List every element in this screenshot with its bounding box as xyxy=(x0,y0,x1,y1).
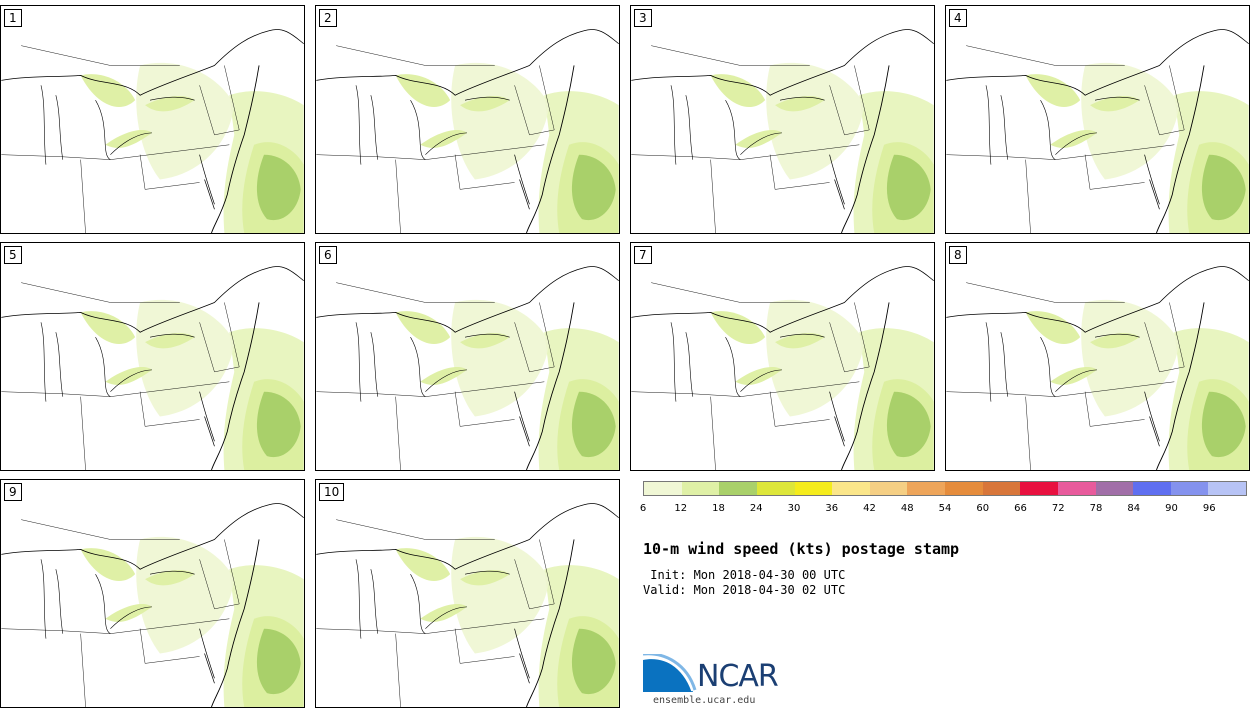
map-image xyxy=(316,503,619,707)
map-panel-2: 2 xyxy=(315,5,620,234)
color-scale-tick-label: 36 xyxy=(825,503,839,514)
panel-label: 1 xyxy=(4,9,22,27)
map-image xyxy=(316,266,619,470)
map-image xyxy=(1,266,304,470)
panel-label: 3 xyxy=(634,9,652,27)
color-swatch xyxy=(1170,482,1209,495)
color-swatch xyxy=(907,482,945,495)
color-scale-tick-label: 90 xyxy=(1165,503,1178,514)
map-image xyxy=(946,29,1249,233)
color-scale-ticks: 6 12 18 24 30 36 42 48 54 60 66 72 78 84 90 96 xyxy=(639,503,1247,517)
color-swatch xyxy=(945,482,983,495)
panel-label: 6 xyxy=(319,246,337,264)
color-scale-tick-label: 84 xyxy=(1127,503,1141,514)
map-panel-8: 8 xyxy=(945,242,1250,471)
color-scale-tick-label: 30 xyxy=(787,503,801,514)
map-image xyxy=(946,266,1249,470)
color-scale-bar xyxy=(643,481,1247,496)
color-scale-tick-label: 78 xyxy=(1089,503,1103,514)
panel-label: 2 xyxy=(319,9,337,27)
color-swatch xyxy=(681,482,720,495)
map-panel-9: 9 xyxy=(0,479,305,708)
panel-label: 10 xyxy=(319,483,345,501)
map-panel-5: 5 xyxy=(0,242,305,471)
color-scale-tick-label: 48 xyxy=(900,503,914,514)
color-swatch xyxy=(1208,482,1246,495)
color-scale-tick-label: 24 xyxy=(749,503,763,514)
color-scale-tick-label: 66 xyxy=(1014,503,1027,514)
color-scale-tick-label: 6 xyxy=(639,503,647,514)
color-swatch xyxy=(869,482,908,495)
color-swatch xyxy=(756,482,795,495)
init-time: Init: Mon 2018-04-30 00 UTC xyxy=(643,568,846,582)
map-image xyxy=(631,29,934,233)
panel-label: 9 xyxy=(4,483,22,501)
plot-title: 10-m wind speed (kts) postage stamp xyxy=(643,540,960,558)
color-swatch xyxy=(832,482,870,495)
map-image xyxy=(316,29,619,233)
color-swatch xyxy=(982,482,1021,495)
color-scale-tick-label: 54 xyxy=(938,503,952,514)
color-swatch xyxy=(1095,482,1134,495)
map-panel-1: 1 xyxy=(0,5,305,234)
map-panel-6: 6 xyxy=(315,242,620,471)
map-panel-3: 3 xyxy=(630,5,935,234)
color-swatch xyxy=(1020,482,1058,495)
valid-time: Valid: Mon 2018-04-30 02 UTC xyxy=(643,583,846,597)
color-swatch xyxy=(1133,482,1171,495)
color-swatch xyxy=(794,482,833,495)
color-scale-tick-label: 42 xyxy=(863,503,876,514)
color-scale-tick-label: 96 xyxy=(1202,503,1216,514)
ncar-logo-text: NCAR xyxy=(697,659,779,694)
color-scale-tick-label: 12 xyxy=(674,503,688,514)
color-scale-tick-label: 72 xyxy=(1051,503,1065,514)
color-scale-tick-label: 18 xyxy=(712,503,725,514)
color-scale-tick-label: 60 xyxy=(976,503,990,514)
panel-label: 8 xyxy=(949,246,967,264)
website-url: ensemble.ucar.edu xyxy=(653,695,756,706)
map-image xyxy=(1,29,304,233)
map-image xyxy=(1,503,304,707)
ncar-logo-icon xyxy=(643,654,697,692)
map-panel-7: 7 xyxy=(630,242,935,471)
panel-label: 7 xyxy=(634,246,652,264)
color-swatch xyxy=(1057,482,1096,495)
panel-label: 4 xyxy=(949,9,967,27)
color-swatch xyxy=(644,482,682,495)
map-panel-4: 4 xyxy=(945,5,1250,234)
panel-label: 5 xyxy=(4,246,22,264)
map-image xyxy=(631,266,934,470)
map-panel-10: 10 xyxy=(315,479,620,708)
color-swatch xyxy=(719,482,757,495)
